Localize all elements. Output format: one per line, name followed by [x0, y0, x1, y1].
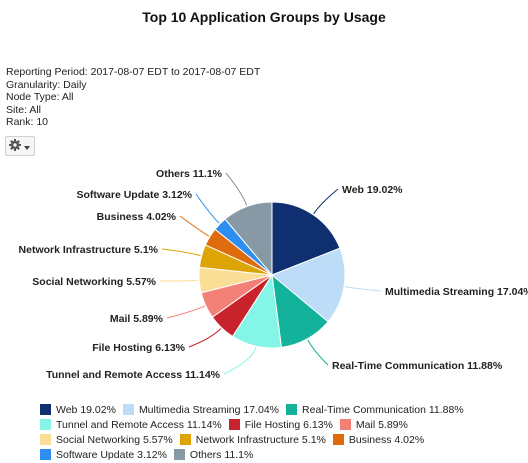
legend-row: Social Networking 5.57% Network Infrastru… — [40, 432, 520, 447]
data-label-mail: Mail 5.89% — [110, 313, 164, 325]
legend-swatch — [179, 434, 191, 445]
legend-item-real-time-communication[interactable]: Real-Time Communication 11.88% — [286, 404, 464, 416]
connector-business — [179, 215, 210, 237]
data-label-multimedia-streaming: Multimedia Streaming 17.04% — [385, 286, 528, 298]
caret-down-icon — [24, 146, 30, 150]
settings-menu-button[interactable] — [5, 136, 35, 156]
reporting-period: Reporting Period: 2017-08-07 EDT to 2017… — [6, 66, 261, 78]
legend-swatch — [40, 449, 51, 460]
legend-swatch — [228, 419, 240, 430]
rank: Rank: 10 — [6, 116, 49, 128]
legend-item-mail[interactable]: Mail 5.89% — [339, 418, 408, 431]
legend-label: Real-Time Communication 11.88% — [302, 403, 464, 416]
legend-label: Tunnel and Remote Access 11.14% — [56, 418, 222, 431]
legend-row: Web 19.02% Multimedia Streaming 17.04% Rea… — [40, 402, 520, 417]
connector-file-hosting — [188, 328, 222, 348]
legend-item-network-infrastructure[interactable]: Network Infrastructure 5.1% — [179, 433, 326, 446]
connector-real-time-communication — [307, 339, 329, 366]
legend-swatch — [173, 449, 185, 460]
data-label-file-hosting: File Hosting 6.13% — [92, 342, 185, 354]
legend-item-multimedia-streaming[interactable]: Multimedia Streaming 17.04% — [122, 403, 280, 416]
legend-swatch — [40, 434, 51, 445]
legend-swatch — [332, 434, 344, 445]
legend-item-tunnel-and-remote-access[interactable]: Tunnel and Remote Access 11.14% — [40, 419, 222, 431]
report-metadata: Reporting Period: 2017-08-07 EDT to 2017… — [6, 66, 260, 129]
legend-swatch — [40, 419, 51, 430]
legend-item-file-hosting[interactable]: File Hosting 6.13% — [228, 418, 333, 431]
legend-swatch — [339, 419, 351, 430]
legend-swatch — [40, 404, 51, 415]
connector-tunnel-and-remote-access — [223, 347, 257, 375]
connector-network-infrastructure — [161, 248, 201, 257]
connector-others — [225, 172, 248, 206]
pie-chart: Web 19.02% Multimedia Streaming 17.04% Rea… — [19, 168, 528, 381]
data-label-network-infrastructure: Network Infrastructure 5.1% — [19, 244, 159, 256]
connector-mail — [166, 305, 206, 319]
data-label-others: Others 11.1% — [156, 168, 223, 180]
chart-title: Top 10 Application Groups by Usage — [142, 9, 386, 25]
legend-label: Business 4.02% — [348, 433, 425, 446]
pie-slice-others[interactable] — [224, 201, 273, 277]
connector-web — [313, 188, 339, 215]
granularity: Granularity: Daily — [6, 78, 87, 91]
legend-label: Mail 5.89% — [355, 418, 408, 431]
legend-label: Software Update 3.12% — [56, 448, 167, 461]
legend-row: Tunnel and Remote Access 11.14% File Host… — [40, 417, 520, 432]
data-label-social-networking: Social Networking 5.57% — [32, 276, 156, 288]
legend-item-business[interactable]: Business 4.02% — [332, 433, 425, 446]
legend-row: Software Update 3.12% Others 11.1% — [40, 447, 520, 462]
data-label-real-time-communication: Real-Time Communication 11.88% — [332, 360, 503, 372]
gear-icon — [9, 139, 30, 151]
legend-label: Network Infrastructure 5.1% — [195, 433, 326, 446]
legend-item-web[interactable]: Web 19.02% — [40, 404, 116, 416]
chart-legend: Web 19.02% Multimedia Streaming 17.04% Rea… — [40, 402, 520, 462]
data-label-software-update: Software Update 3.12% — [76, 189, 192, 201]
pie-slice-web[interactable] — [271, 201, 341, 276]
legend-item-social-networking[interactable]: Social Networking 5.57% — [40, 434, 173, 446]
site: Site: All — [6, 103, 42, 116]
data-label-tunnel-and-remote-access: Tunnel and Remote Access 11.14% — [46, 369, 221, 381]
legend-swatch — [122, 404, 134, 415]
legend-swatch — [286, 404, 298, 415]
connector-multimedia-streaming — [345, 286, 382, 292]
connector-social-networking — [159, 279, 199, 282]
data-label-web: Web 19.02% — [342, 184, 403, 196]
legend-label: Others 11.1% — [189, 448, 254, 461]
legend-label: Multimedia Streaming 17.04% — [138, 403, 280, 416]
pie-slice-multimedia-streaming[interactable] — [271, 247, 346, 323]
connector-software-update — [195, 193, 220, 224]
node-type: Node Type: All — [6, 91, 74, 103]
legend-label: File Hosting 6.13% — [244, 418, 333, 431]
legend-label: Social Networking 5.57% — [56, 433, 173, 446]
legend-label: Web 19.02% — [56, 403, 116, 416]
data-label-business: Business 4.02% — [97, 211, 177, 223]
legend-item-software-update[interactable]: Software Update 3.12% — [40, 449, 167, 461]
legend-item-others[interactable]: Others 11.1% — [173, 448, 254, 461]
